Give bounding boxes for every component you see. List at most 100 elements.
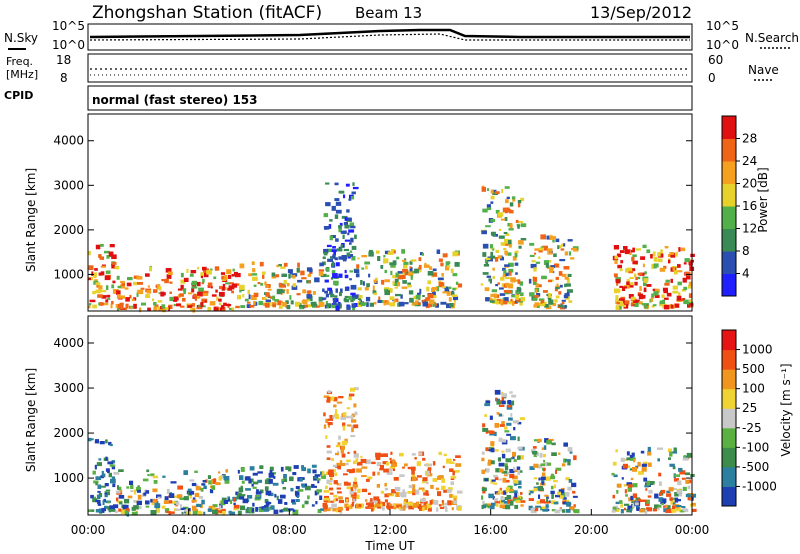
- range-gate-cell: [259, 465, 264, 469]
- range-gate-cell: [377, 499, 381, 504]
- range-gate-cell: [568, 479, 573, 483]
- range-gate-cell: [646, 507, 652, 512]
- range-gate-cell: [113, 504, 119, 509]
- range-gate-cell: [510, 277, 516, 283]
- range-gate-cell: [518, 221, 524, 224]
- range-gate-cell: [118, 508, 122, 512]
- range-gate-cell: [194, 492, 200, 498]
- range-gate-cell: [137, 485, 140, 488]
- range-gate-cell: [101, 470, 104, 476]
- range-gate-cell: [177, 288, 183, 291]
- range-gate-cell: [500, 276, 505, 281]
- range-gate-cell: [550, 485, 554, 490]
- range-gate-cell: [332, 254, 336, 259]
- range-gate-cell: [542, 245, 548, 251]
- range-gate-cell: [203, 272, 209, 278]
- velocity-xticks: 00:00 04:00 08:00 12:00 16:00 20:00 00:00: [71, 509, 709, 537]
- range-gate-cell: [683, 286, 688, 291]
- range-gate-cell: [533, 267, 537, 272]
- range-gate-cell: [429, 266, 433, 270]
- range-gate-cell: [322, 297, 327, 300]
- range-gate-cell: [537, 438, 542, 443]
- range-gate-cell: [482, 423, 486, 428]
- cpid-text: normal (fast stereo) 153: [92, 93, 258, 107]
- range-gate-cell: [302, 289, 306, 294]
- range-gate-cell: [342, 257, 347, 262]
- range-gate-cell: [672, 466, 676, 470]
- range-gate-cell: [621, 286, 626, 291]
- range-gate-cell: [196, 307, 203, 310]
- range-gate-cell: [552, 303, 557, 307]
- range-gate-cell: [418, 264, 422, 270]
- range-gate-cell: [509, 469, 515, 474]
- range-gate-cell: [503, 501, 510, 504]
- range-gate-cell: [620, 504, 624, 508]
- range-gate-cell: [322, 470, 325, 476]
- range-gate-cell: [252, 276, 258, 281]
- range-gate-cell: [187, 488, 192, 492]
- range-gate-cell: [673, 478, 679, 482]
- range-gate-cell: [265, 299, 271, 303]
- range-gate-cell: [93, 272, 97, 278]
- range-gate-cell: [404, 463, 408, 467]
- range-gate-cell: [247, 495, 253, 499]
- range-gate-cell: [452, 495, 458, 499]
- range-gate-cell: [350, 487, 354, 491]
- range-gate-cell: [324, 304, 328, 309]
- range-gate-cell: [615, 449, 618, 453]
- range-gate-cell: [654, 288, 660, 294]
- range-gate-cell: [356, 461, 363, 466]
- range-gate-cell: [88, 265, 94, 270]
- range-gate-cell: [512, 475, 518, 480]
- range-gate-cell: [618, 500, 623, 504]
- range-gate-cell: [146, 290, 152, 294]
- range-gate-cell: [264, 505, 269, 509]
- range-gate-cell: [265, 490, 272, 496]
- range-gate-cell: [559, 284, 563, 288]
- range-gate-cell: [218, 298, 222, 302]
- range-gate-cell: [569, 506, 575, 511]
- range-gate-cell: [198, 287, 204, 293]
- range-gate-cell: [202, 290, 209, 294]
- range-gate-cell: [498, 228, 502, 231]
- range-gate-cell: [292, 274, 296, 279]
- range-gate-cell: [631, 268, 636, 272]
- range-gate-cell: [102, 473, 106, 478]
- range-gate-cell: [362, 281, 365, 286]
- range-gate-cell: [97, 294, 103, 298]
- range-gate-cell: [357, 488, 361, 493]
- range-gate-cell: [635, 497, 640, 501]
- range-gate-cell: [559, 495, 564, 499]
- range-gate-cell: [482, 504, 487, 509]
- range-gate-cell: [390, 249, 396, 252]
- range-gate-cell: [541, 447, 545, 450]
- colorbar-segment: [722, 138, 736, 162]
- range-gate-cell: [101, 507, 106, 510]
- range-gate-cell: [408, 290, 414, 295]
- range-gate-cell: [505, 272, 509, 277]
- range-gate-cell: [546, 235, 552, 240]
- range-gate-cell: [509, 474, 515, 479]
- range-gate-cell: [393, 504, 396, 507]
- range-gate-cell: [453, 499, 458, 504]
- range-gate-cell: [95, 499, 101, 503]
- range-gate-cell: [168, 306, 171, 311]
- range-gate-cell: [554, 299, 558, 303]
- range-gate-cell: [422, 505, 427, 510]
- range-gate-cell: [221, 475, 226, 478]
- range-gate-cell: [498, 212, 504, 217]
- noise-left-tick-top: 10^5: [52, 19, 85, 33]
- range-gate-cell: [361, 267, 365, 270]
- range-gate-cell: [346, 209, 350, 213]
- range-gate-cell: [444, 502, 448, 506]
- range-gate-cell: [503, 242, 509, 246]
- range-gate-cell: [169, 511, 175, 514]
- range-gate-cell: [638, 295, 644, 300]
- range-gate-cell: [267, 502, 272, 505]
- range-gate-cell: [119, 501, 123, 505]
- range-gate-cell: [361, 466, 368, 469]
- range-gate-cell: [538, 494, 541, 499]
- range-gate-cell: [485, 447, 489, 452]
- range-gate-cell: [386, 300, 390, 305]
